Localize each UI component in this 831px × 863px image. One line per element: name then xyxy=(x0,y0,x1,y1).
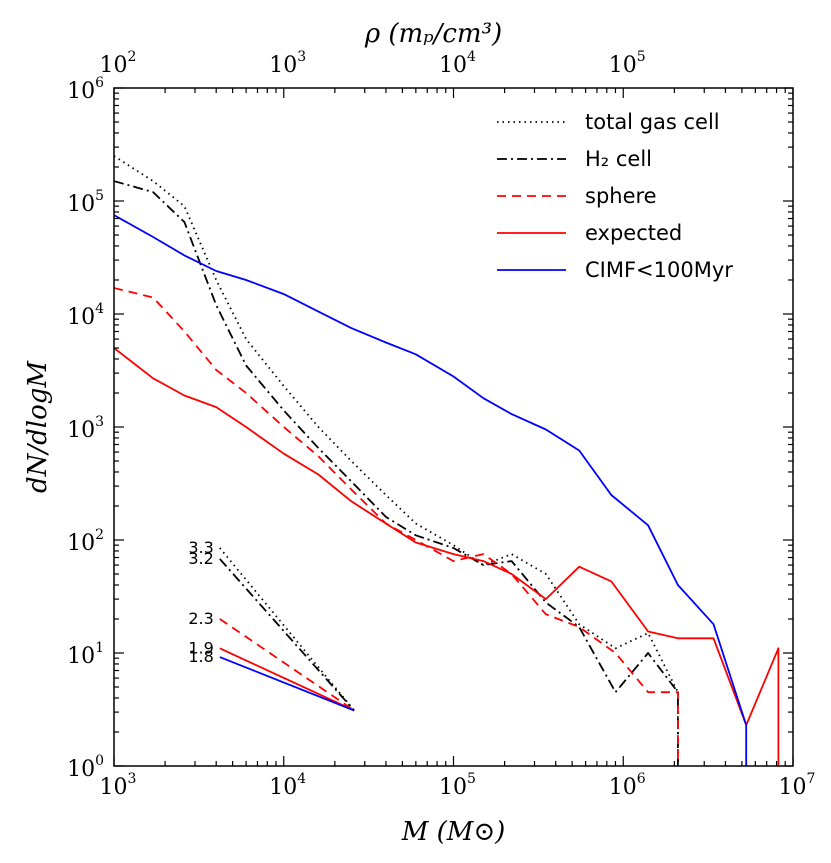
top-tick-label: 103 xyxy=(269,49,306,78)
series-expected xyxy=(114,347,780,766)
slope-label-3-2: 3.2 xyxy=(188,549,213,568)
y-tick-label: 101 xyxy=(67,640,104,669)
series-total-gas-cell xyxy=(114,155,679,766)
top-tick-label: 105 xyxy=(609,49,646,78)
series-sphere xyxy=(114,287,679,766)
legend-label-cimf-100myr: CIMF<100Myr xyxy=(585,258,733,282)
y-tick-label: 103 xyxy=(67,414,104,443)
y-tick-label: 102 xyxy=(67,527,104,556)
slope-line-1-8 xyxy=(219,656,355,712)
top-tick-label: 102 xyxy=(100,49,137,78)
series-layer xyxy=(114,155,780,766)
x-axis-title: M (M⊙) xyxy=(401,817,506,847)
legend: total gas cell H₂ cell sphere expected CIMF<… xyxy=(497,110,733,282)
series-cimf-100myr xyxy=(114,214,748,766)
x-tick-label: 107 xyxy=(779,771,816,800)
legend-label-total-gas-cell: total gas cell xyxy=(585,110,720,134)
series-h-cell xyxy=(114,180,679,766)
slope-line-3-3 xyxy=(219,547,355,712)
legend-label-sphere: sphere xyxy=(585,184,657,208)
slope-line-2-3 xyxy=(219,618,355,712)
slope-label-1-9: 1.9 xyxy=(188,638,213,657)
x-tick-label: 103 xyxy=(100,771,137,800)
slope-label-2-3: 2.3 xyxy=(188,609,213,628)
top-axis-title: ρ (mₚ/cm³) xyxy=(364,19,502,49)
y-axis-title: dN/dlogM xyxy=(23,360,53,493)
y-tick-label: 104 xyxy=(67,301,104,330)
legend-label-expected: expected xyxy=(585,221,682,245)
y-tick-label: 100 xyxy=(67,753,104,782)
x-tick-label: 105 xyxy=(439,771,476,800)
y-tick-label: 106 xyxy=(67,75,104,104)
slope-indicators: 3.33.2 2.3 1.91.8 xyxy=(188,538,355,712)
x-tick-label: 104 xyxy=(269,771,306,800)
x-tick-label: 106 xyxy=(609,771,646,800)
axis-ticks xyxy=(113,87,794,767)
y-tick-label: 105 xyxy=(67,188,104,217)
axis-titles: M (M⊙) ρ (mₚ/cm³) dN/dlogM xyxy=(23,19,505,847)
plot-frame xyxy=(113,87,794,767)
slope-line-3-2 xyxy=(219,558,355,712)
slope-line-1-9 xyxy=(219,647,355,712)
slope-label-1-8: 1.8 xyxy=(188,647,213,666)
legend-label-h-cell: H₂ cell xyxy=(585,147,652,171)
slope-label-3-3: 3.3 xyxy=(188,538,213,557)
top-tick-label: 104 xyxy=(439,49,476,78)
